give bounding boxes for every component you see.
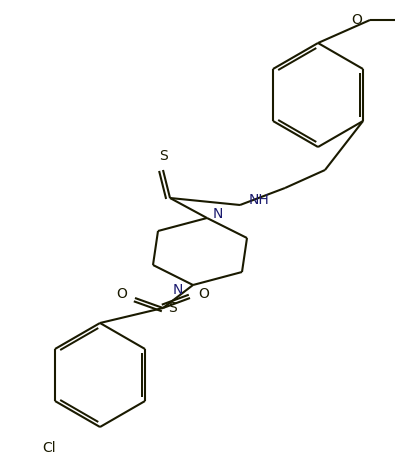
Text: S: S [168,301,177,315]
Text: O: O [116,287,127,301]
Text: N: N [173,283,183,297]
Text: S: S [159,149,168,163]
Text: NH: NH [249,193,270,207]
Text: Cl: Cl [42,441,56,455]
Text: O: O [351,13,362,27]
Text: O: O [198,287,209,301]
Text: N: N [213,207,224,221]
